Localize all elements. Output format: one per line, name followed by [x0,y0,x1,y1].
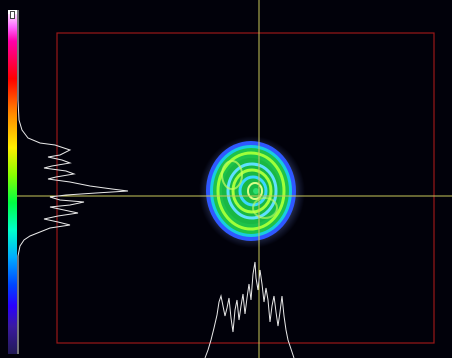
vertical-profile-trace [17,10,129,354]
beam-spot [199,136,305,248]
colorbar-threshold-marker[interactable] [10,11,15,19]
colorbar-scale [8,10,17,354]
roi-rectangle[interactable] [56,32,435,344]
horizontal-profile-trace [204,261,295,358]
